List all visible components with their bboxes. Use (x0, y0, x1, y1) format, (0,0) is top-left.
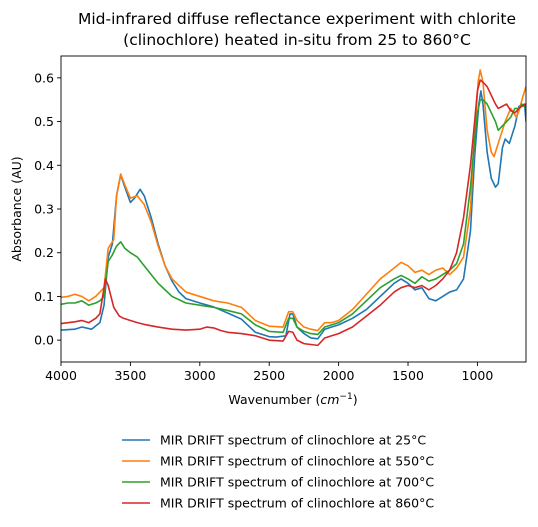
x-tick-label: 4000 (45, 368, 77, 383)
x-tick-label: 1000 (462, 368, 494, 383)
legend-label-4: MIR DRIFT spectrum of clinochlore at 860… (160, 496, 434, 511)
x-tick-label: 1500 (392, 368, 424, 383)
x-tick-label: 2500 (253, 368, 285, 383)
x-axis-label-suffix: ) (353, 392, 358, 407)
y-tick-label: 0.5 (34, 114, 54, 129)
y-axis: 0.0 0.1 0.2 0.3 0.4 0.5 0.6 (34, 70, 61, 348)
chart-title-line-1: Mid-infrared diffuse reflectance experim… (78, 10, 516, 28)
legend: MIR DRIFT spectrum of clinochlore at 25°… (122, 433, 434, 511)
y-tick-label: 0.4 (34, 158, 54, 173)
x-axis-label: Wavenumber (cm−1) (228, 392, 357, 407)
legend-label-3: MIR DRIFT spectrum of clinochlore at 700… (160, 475, 434, 490)
chart-title: Mid-infrared diffuse reflectance experim… (78, 10, 516, 49)
x-axis: 4000 3500 3000 2500 2000 1500 1000 (45, 362, 493, 383)
series-layer (61, 69, 526, 347)
series-line-3 (61, 98, 526, 336)
legend-label-1: MIR DRIFT spectrum of clinochlore at 25°… (160, 433, 426, 448)
series-line-4 (61, 79, 526, 347)
legend-label-2: MIR DRIFT spectrum of clinochlore at 550… (160, 454, 434, 469)
series-line-1 (61, 90, 526, 340)
y-tick-label: 0.2 (34, 245, 54, 260)
y-tick-label: 0.3 (34, 202, 54, 217)
y-tick-label: 0.1 (34, 289, 54, 304)
y-tick-label: 0.0 (34, 333, 54, 348)
x-tick-label: 2000 (323, 368, 355, 383)
x-tick-label: 3500 (114, 368, 146, 383)
x-axis-label-exponent: −1 (339, 392, 352, 402)
x-axis-label-prefix: Wavenumber ( (228, 392, 320, 407)
x-axis-label-unit: cm (320, 392, 339, 407)
y-axis-label: Absorbance (AU) (9, 156, 24, 261)
y-tick-label: 0.6 (34, 70, 54, 85)
plot-area (61, 56, 526, 362)
x-tick-label: 3000 (184, 368, 216, 383)
chart-title-line-2: (clinochlore) heated in-situ from 25 to … (123, 31, 471, 49)
